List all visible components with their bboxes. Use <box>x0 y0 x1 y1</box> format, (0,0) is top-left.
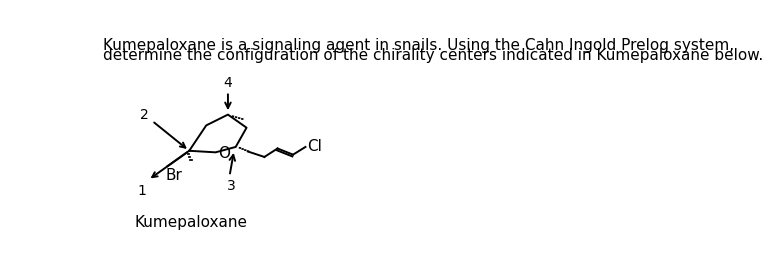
Text: Cl: Cl <box>307 139 322 154</box>
Text: Br: Br <box>166 168 183 183</box>
Text: Kumepaloxane: Kumepaloxane <box>135 215 247 230</box>
Text: Kumepaloxane is a signaling agent in snails. Using the Cahn Ingold Prelog system: Kumepaloxane is a signaling agent in sna… <box>103 38 734 53</box>
Text: determine the configuration of the chirality centers indicated in Kumepaloxane b: determine the configuration of the chira… <box>103 48 763 63</box>
Text: 3: 3 <box>227 178 235 193</box>
Text: 4: 4 <box>224 76 232 90</box>
Text: 1: 1 <box>138 184 146 198</box>
Text: O: O <box>218 146 230 161</box>
Text: 2: 2 <box>141 108 149 122</box>
